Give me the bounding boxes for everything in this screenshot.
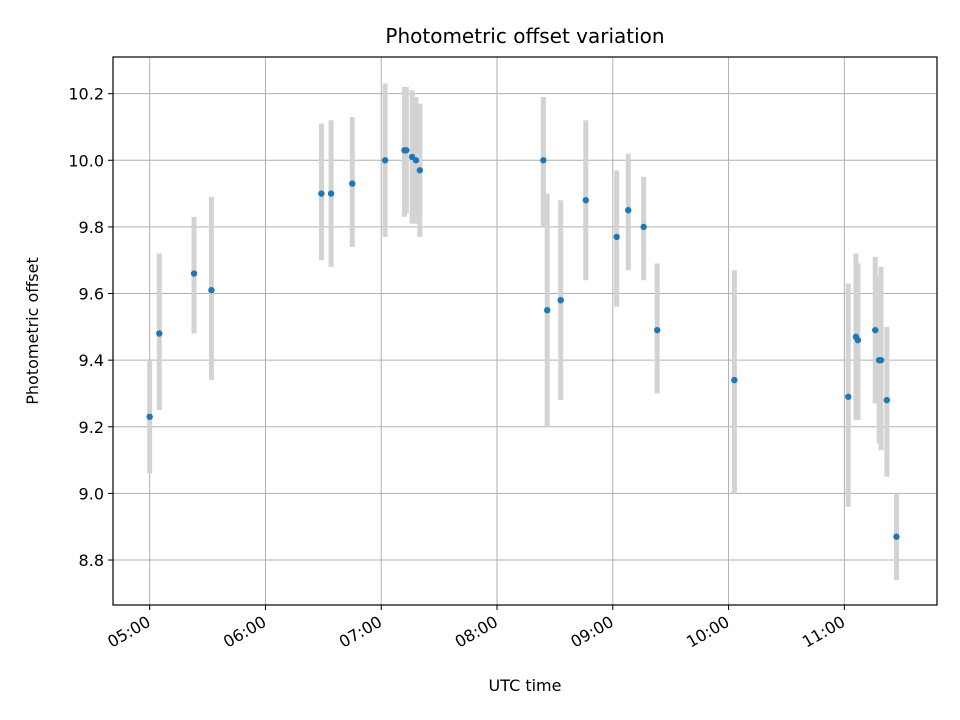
y-tick-label: 10.2 [68,85,104,104]
y-tick-label: 9.8 [79,218,104,237]
y-tick-label: 9.6 [79,285,104,304]
plot-area-frame [112,56,938,606]
axis-ticks: 05:00 06:00 07:00 08:00 09:00 10:00 11:00 8.8 9.… [68,85,848,652]
x-tick-label: 05:00 [104,612,153,652]
data-point [156,330,163,337]
data-points [146,147,900,540]
data-point [381,157,389,164]
data-point [653,326,661,334]
error-bars [147,83,899,581]
data-point [403,147,410,154]
grid [113,57,937,605]
x-tick-label: 06:00 [220,612,269,652]
data-point [582,197,589,204]
data-point [883,396,891,404]
data-point [543,306,551,314]
data-point [640,223,647,231]
data-point [557,296,564,304]
y-tick-label: 9.0 [79,484,104,503]
y-tick-label: 9.4 [79,351,104,370]
data-point [872,326,879,334]
chart-title: Photometric offset variation [385,24,664,48]
data-point [412,157,420,164]
x-tick-label: 08:00 [452,612,501,652]
x-tick-label: 11:00 [799,612,848,652]
y-tick-label: 10.0 [68,151,104,170]
data-point [893,533,900,540]
data-point [318,190,325,197]
data-point [845,393,852,400]
data-point [540,157,547,164]
data-point [854,336,862,344]
data-point [877,356,885,364]
x-axis-label: UTC time [489,676,562,695]
y-axis-label: Photometric offset [23,257,42,405]
x-tick-label: 09:00 [567,612,616,652]
data-point [146,413,153,420]
data-point [416,167,424,174]
data-point [190,270,198,277]
data-point [349,180,356,187]
data-point [731,376,738,384]
x-tick-label: 10:00 [683,612,732,652]
x-tick-label: 07:00 [336,612,385,652]
y-tick-label: 9.2 [79,418,104,437]
data-point [625,207,632,214]
data-point [208,286,215,294]
data-point [613,233,620,241]
y-tick-label: 8.8 [79,551,104,570]
data-point [327,190,335,197]
